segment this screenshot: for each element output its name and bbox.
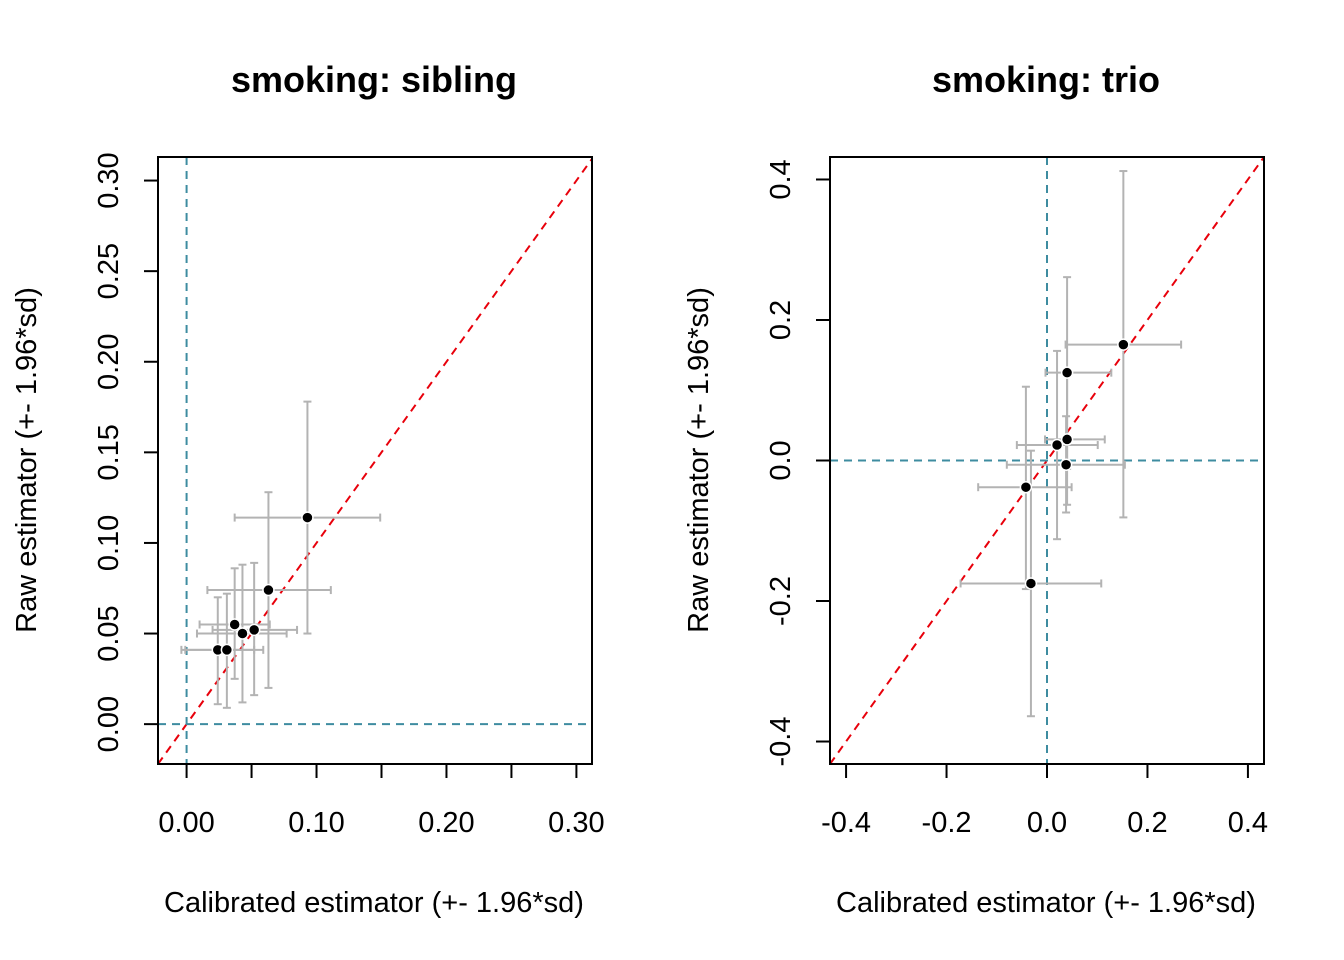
- identity-line: [158, 157, 592, 764]
- x-axis-label: Calibrated estimator (+- 1.96*sd): [836, 887, 1256, 919]
- y-tick-label: -0.2: [765, 576, 797, 626]
- y-tick-label: 0.00: [93, 696, 125, 752]
- y-tick-label: -0.4: [765, 717, 797, 767]
- data-point: [262, 583, 275, 597]
- y-tick-label: 0.2: [765, 300, 797, 340]
- identity-line: [830, 157, 1264, 764]
- x-tick-label: 0.2: [1127, 807, 1167, 839]
- data-point: [1060, 433, 1074, 446]
- x-tick-label: 0.0: [1027, 807, 1067, 839]
- x-tick-label: 0.00: [158, 807, 214, 839]
- y-tick-label: 0.0: [765, 440, 797, 480]
- y-axis-label: Raw estimator (+- 1.96*sd): [683, 287, 715, 633]
- reference-lines: [830, 157, 1264, 764]
- data-point: [236, 627, 249, 640]
- y-tick-label: 0.30: [93, 152, 125, 208]
- plot-area: -0.4 -0.2 0.0 0.2 0.4 -0.4 -0.2 0.0 0.2 0.4: [765, 156, 1268, 839]
- y-axis-label: Raw estimator (+- 1.96*sd): [11, 287, 43, 633]
- x-tick-label: 0.10: [288, 807, 344, 839]
- chart-title: smoking: trio: [932, 59, 1160, 100]
- data-point: [1050, 438, 1064, 452]
- plot-area: 0.00 0.10 0.20 0.30 0.00 0.05 0.10 0.15 0.20 0.25…: [93, 152, 605, 839]
- x-tick-label: -0.2: [922, 807, 972, 839]
- data-point: [1059, 458, 1073, 471]
- data-point: [228, 618, 241, 631]
- y-tick-label: 0.4: [765, 159, 797, 199]
- data-point: [1019, 480, 1033, 494]
- x-tick-label: 0.4: [1228, 807, 1268, 839]
- x-tick-label: -0.4: [821, 807, 871, 839]
- y-tick-label: 0.10: [93, 515, 125, 571]
- data-point: [1117, 338, 1130, 351]
- x-axis-label: Calibrated estimator (+- 1.96*sd): [164, 887, 584, 919]
- y-tick-label: 0.25: [93, 243, 125, 299]
- data-point: [1060, 366, 1074, 379]
- data-point: [1024, 577, 1038, 590]
- plot-frame: [157, 156, 593, 765]
- x-tick-label: 0.30: [548, 807, 604, 839]
- chart-panel-sibling: smoking: sibling Calibrated estimator (+…: [11, 59, 605, 919]
- y-tick-label: 0.15: [93, 424, 125, 480]
- chart-panel-trio: smoking: trio Calibrated estimator (+- 1…: [683, 59, 1268, 919]
- reference-lines: [158, 157, 592, 764]
- data-point: [247, 623, 261, 637]
- y-tick-label: 0.05: [93, 605, 125, 661]
- y-tick-label: 0.20: [93, 334, 125, 390]
- data-point: [220, 643, 234, 657]
- chart-title: smoking: sibling: [231, 59, 517, 100]
- x-tick-label: 0.20: [418, 807, 474, 839]
- data-point: [301, 511, 314, 524]
